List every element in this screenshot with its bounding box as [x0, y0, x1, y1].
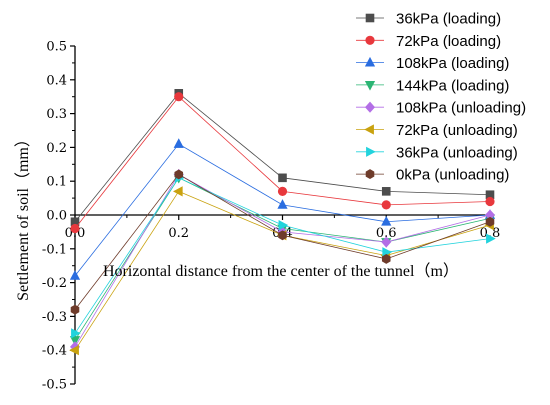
series-8 [70, 169, 495, 315]
data-point [381, 236, 392, 248]
data-point [173, 186, 183, 197]
legend-label: 36kPa (unloading) [396, 144, 518, 161]
legend-label: 36kPa (loading) [396, 11, 501, 28]
series-5 [69, 168, 496, 353]
legend-item: 108kPa (loading) [356, 55, 509, 72]
legend-label: 144kPa (loading) [396, 77, 509, 94]
data-point [278, 230, 287, 241]
y-tick-label: 0.2 [46, 141, 67, 156]
legend-label: 108kPa (unloading) [396, 100, 526, 117]
data-point [381, 187, 391, 196]
axes: -0.5-0.4-0.3-0.2-0.10.00.10.20.30.40.50.… [42, 40, 500, 393]
y-tick-label: -0.4 [42, 344, 67, 359]
data-point [381, 253, 391, 264]
y-tick-label: -0.1 [42, 242, 67, 257]
legend-marker [364, 81, 376, 91]
y-axis-title: Settlement of soil（mm） [14, 131, 32, 301]
legend-marker [364, 101, 376, 113]
series-line [74, 143, 491, 277]
legend-item: 36kPa (unloading) [356, 144, 518, 161]
legend-marker [365, 35, 375, 45]
legend-marker [366, 146, 376, 157]
series-2 [70, 92, 495, 234]
data-point [174, 169, 184, 180]
data-point [70, 304, 80, 315]
x-tick-label: 0.8 [480, 226, 501, 241]
y-tick-label: 0.4 [46, 73, 67, 88]
legend-marker [364, 124, 374, 135]
legend-marker [365, 169, 375, 180]
data-point [69, 336, 81, 346]
legend-label: 0kPa (unloading) [396, 167, 509, 184]
legend-label: 108kPa (loading) [396, 55, 509, 72]
x-axis-title: Horizontal distance from the center of t… [103, 262, 459, 280]
legend-item: 144kPa (loading) [356, 77, 509, 94]
legend-item: 72kPa (loading) [356, 33, 501, 50]
data-point [69, 270, 81, 280]
y-tick-label: -0.3 [42, 310, 67, 325]
data-point [70, 223, 80, 234]
legend-label: 72kPa (loading) [396, 33, 501, 50]
data-point [485, 196, 495, 207]
legend: 36kPa (loading) 72kPa (loading) 108kPa (lo… [356, 11, 526, 184]
x-tick-label: 0.2 [168, 226, 189, 241]
data-point [71, 328, 81, 339]
series-7 [71, 172, 496, 339]
legend-marker [365, 13, 375, 23]
data-point [173, 138, 184, 148]
legend-item: 108kPa (unloading) [356, 100, 526, 117]
x-tick-label: 0.0 [65, 226, 86, 241]
data-point [278, 220, 289, 231]
series-group [69, 89, 496, 356]
data-point [381, 200, 391, 210]
legend-item: 36kPa (loading) [356, 11, 501, 28]
y-tick-label: -0.5 [42, 378, 67, 393]
data-point [485, 216, 495, 227]
y-tick-label: 0.3 [46, 107, 67, 122]
legend-label: 72kPa (unloading) [396, 122, 518, 139]
data-point [278, 173, 287, 183]
legend-item: 72kPa (unloading) [356, 122, 518, 139]
data-point [277, 186, 288, 196]
legend-item: 0kPa (unloading) [356, 167, 509, 184]
data-point [486, 233, 496, 244]
x-tick-label: 0.6 [376, 226, 397, 241]
y-tick-label: 0.5 [46, 40, 67, 55]
y-tick-label: 0.1 [46, 175, 67, 190]
data-point [174, 92, 184, 102]
data-point [381, 216, 392, 226]
y-tick-label: 0.0 [46, 209, 67, 224]
data-point [69, 345, 79, 356]
y-tick-label: -0.2 [42, 276, 67, 291]
data-point [277, 199, 288, 209]
legend-marker [364, 56, 376, 67]
